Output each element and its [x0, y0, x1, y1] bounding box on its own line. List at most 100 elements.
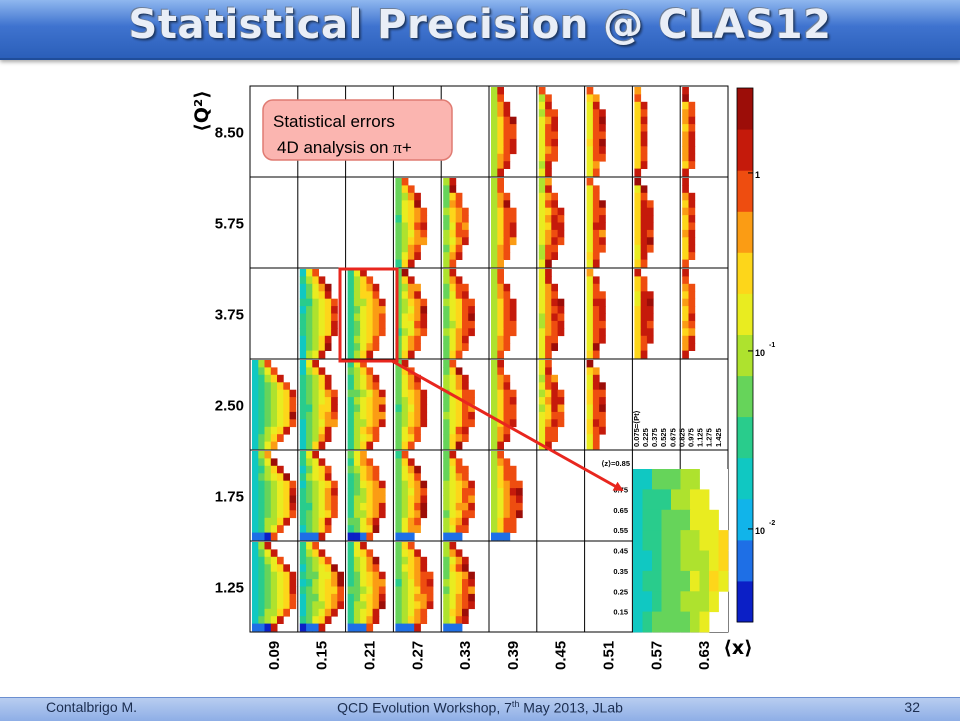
cell-heatmap [252, 542, 297, 632]
inset-bin [661, 509, 672, 531]
cells-layer [252, 87, 696, 632]
inset-pt-tick: 0.375 [650, 428, 659, 447]
inset-z-tick: 0.65 [613, 506, 628, 515]
cell-heatmap [586, 178, 606, 268]
inset-bin [680, 570, 691, 592]
colorbar-band [737, 88, 753, 130]
x-axis-title: ⟨x⟩ [723, 637, 753, 659]
footer-event: QCD Evolution Workshop, 7th May 2013, JL… [337, 699, 623, 716]
inset-bin [652, 611, 662, 633]
inset-bin [633, 530, 643, 551]
cell-heatmap [299, 269, 338, 359]
footer-author: Contalbrigo M. [46, 699, 138, 715]
cell-heatmap [252, 451, 297, 541]
cell-heatmap [443, 542, 475, 632]
inset-bin [709, 550, 719, 572]
inset-bin [690, 489, 700, 511]
cell-heatmap [347, 542, 386, 632]
colorbar-band [737, 375, 753, 418]
inset-bin [642, 550, 653, 572]
inset-bin [690, 550, 700, 572]
inset-bin [671, 591, 681, 613]
q2-tick-label: 1.75 [215, 489, 244, 506]
inset-bin [671, 570, 681, 592]
footer-page-number: 32 [904, 699, 920, 715]
inset-bin [633, 611, 643, 633]
callout-line-2: 4D analysis on π+ [277, 138, 412, 157]
inset-pt-tick: 0.675 [668, 428, 677, 447]
colorbar-tick-exponent: -1 [769, 342, 775, 349]
colorbar-tick-label: 10 [755, 348, 765, 358]
cell-heatmap [491, 269, 517, 359]
inset-bin [680, 509, 691, 531]
y-axis-title: ⟨Q²⟩ [191, 90, 213, 132]
cell-heatmap [538, 87, 558, 177]
colorbar-band [737, 293, 753, 335]
inset-bin [661, 550, 672, 572]
inset-bin [633, 570, 643, 592]
inset-bin [718, 530, 729, 551]
cell-heatmap [682, 269, 696, 359]
colorbar-band [737, 498, 753, 541]
inset-pt-tick: 0.225 [641, 428, 650, 447]
inset-bin [690, 469, 700, 490]
inset-bin [671, 550, 681, 572]
colorbar-band [737, 457, 753, 500]
inset-bin [699, 489, 710, 511]
inset-bin [680, 530, 691, 551]
footer-bar [0, 697, 960, 721]
cell-heatmap [299, 360, 338, 450]
inset-bin [652, 509, 662, 531]
inset-bin [718, 550, 729, 572]
x-tick-label: 0.63 [696, 641, 713, 670]
x-tick-label: 0.21 [362, 641, 379, 670]
cell-heatmap [443, 451, 475, 541]
inset-bin [699, 570, 710, 592]
inset-z-axis-title: ⟨z⟩=0.85 [601, 459, 630, 468]
highlight-box [338, 267, 399, 363]
inset-bin [671, 509, 681, 531]
inset-pt-tick: 0.825 [677, 428, 686, 447]
cell-heatmap [634, 178, 654, 268]
x-tick-label: 0.33 [457, 641, 474, 670]
inset-bin [699, 530, 710, 551]
x-tick-label: 0.27 [409, 641, 426, 670]
inset-bin [633, 550, 643, 572]
inset-heatmap: ⟨z⟩=0.850.750.650.550.450.350.250.150.07… [601, 410, 729, 633]
cell-heatmap [395, 542, 434, 632]
cell-heatmap [634, 269, 654, 359]
inset-bin [652, 489, 662, 511]
colorbar-tick-label: 10 [755, 526, 765, 536]
inset-bin [699, 611, 710, 633]
x-tick-label: 0.57 [648, 641, 665, 670]
inset-bin [661, 611, 672, 633]
inset-bin [709, 509, 719, 531]
inset-bin [652, 570, 662, 592]
x-tick-label: 0.39 [505, 641, 522, 670]
slide-title: Statistical Precision @ CLAS12 [128, 2, 832, 48]
cell-heatmap [538, 360, 565, 450]
cell-heatmap [299, 451, 338, 541]
q2-tick-label: 5.75 [215, 216, 244, 233]
inset-bin [642, 611, 653, 633]
inset-bin [709, 591, 719, 613]
inset-bin [661, 469, 672, 490]
q2-tick-label: 2.50 [215, 398, 244, 415]
inset-bin [690, 530, 700, 551]
inset-bin [718, 570, 729, 592]
inset-bin [652, 591, 662, 613]
cell-heatmap [443, 178, 469, 268]
colorbar-tick-label: 1 [755, 170, 760, 180]
callout-line-1: Statistical errors [273, 112, 395, 131]
cell-heatmap [299, 542, 344, 632]
q2-tick-label: 8.50 [215, 125, 244, 142]
inset-pt-tick: 1.125 [696, 428, 705, 447]
cell-heatmap [586, 360, 606, 450]
inset-z-tick: 0.55 [613, 526, 628, 535]
colorbar-band [737, 211, 753, 253]
inset-bin [633, 591, 643, 613]
colorbar: 1 10 -1 10 -2 [736, 87, 775, 623]
inset-bin [642, 489, 653, 511]
cell-heatmap [491, 178, 517, 268]
title-bar [0, 0, 960, 60]
